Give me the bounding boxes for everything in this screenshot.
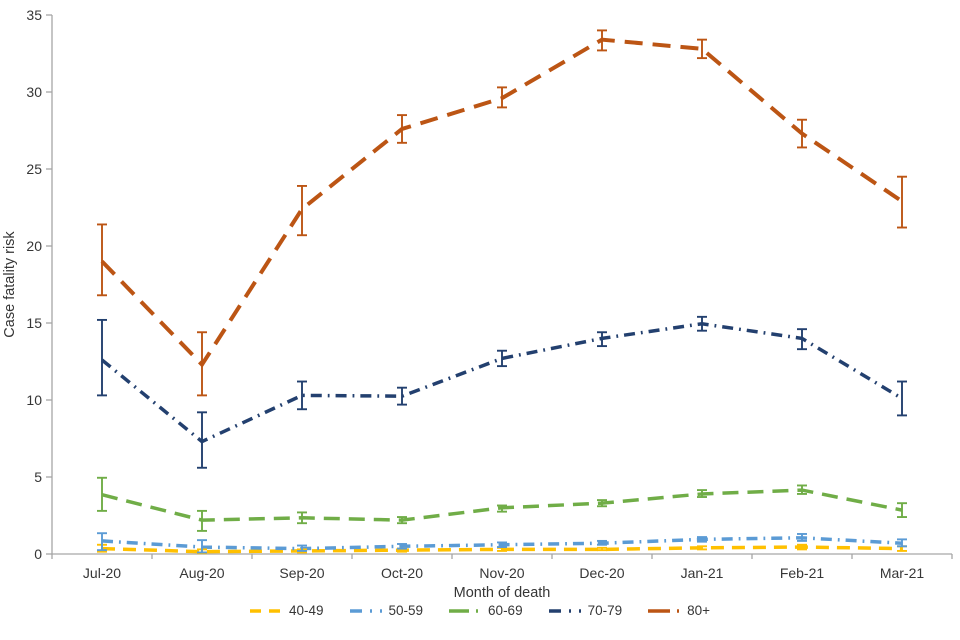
x-tick-label: Dec-20 bbox=[579, 565, 624, 581]
legend-item-60-69: 60-69 bbox=[449, 603, 523, 618]
legend-label-80+: 80+ bbox=[687, 603, 711, 618]
series-70-79 bbox=[100, 322, 903, 444]
legend-label-40-49: 40-49 bbox=[288, 603, 324, 618]
legend-item-40-49: 40-49 bbox=[249, 603, 324, 618]
x-tick-label: Aug-20 bbox=[179, 565, 224, 581]
y-tick-label: 10 bbox=[26, 392, 42, 408]
legend-label-60-69: 60-69 bbox=[488, 603, 523, 618]
legend-item-80+: 80+ bbox=[648, 603, 710, 618]
legend-line-60-69 bbox=[449, 608, 482, 613]
x-tick-label: Mar-21 bbox=[880, 565, 925, 581]
error-bars-50-59 bbox=[97, 532, 907, 554]
x-tick-label: Jan-21 bbox=[681, 565, 724, 581]
legend-line-80+ bbox=[648, 608, 681, 613]
y-tick-label: 15 bbox=[26, 315, 42, 331]
y-tick-label: 35 bbox=[26, 7, 42, 23]
y-tick-label: 25 bbox=[26, 161, 42, 177]
x-tick-label: Oct-20 bbox=[381, 565, 423, 581]
x-tick-label: Nov-20 bbox=[479, 565, 524, 581]
error-bars-70-79 bbox=[97, 315, 907, 469]
error-bars-60-69 bbox=[97, 476, 907, 532]
x-tick-label: Sep-20 bbox=[279, 565, 324, 581]
legend-line-70-79 bbox=[548, 608, 581, 613]
chart-legend: 40-49 50-59 60-69 70-79 80+ bbox=[0, 603, 960, 618]
legend-label-50-59: 50-59 bbox=[388, 603, 424, 618]
y-tick-label: 30 bbox=[26, 84, 42, 100]
chart-plot-area: 0 5 10 15 20 25 30 35 Jul-20 Aug-20 Sep-20 Oct-20 No… bbox=[2, 7, 953, 601]
x-tick-label: Jul-20 bbox=[83, 565, 121, 581]
error-bars-80+ bbox=[97, 29, 907, 397]
x-tick-label: Feb-21 bbox=[780, 565, 825, 581]
x-axis-title: Month of death bbox=[454, 585, 551, 601]
legend-line-40-49 bbox=[249, 608, 282, 613]
legend-item-70-79: 70-79 bbox=[548, 603, 623, 618]
y-tick-label: 20 bbox=[26, 238, 42, 254]
legend-line-50-59 bbox=[349, 608, 382, 613]
y-tick-label: 5 bbox=[34, 469, 42, 485]
y-axis-title: Case fatality risk bbox=[2, 231, 18, 338]
legend-item-50-59: 50-59 bbox=[349, 603, 424, 618]
legend-label-70-79: 70-79 bbox=[587, 603, 623, 618]
series-line-70-79 bbox=[100, 322, 903, 444]
y-tick-label: 0 bbox=[34, 546, 42, 562]
